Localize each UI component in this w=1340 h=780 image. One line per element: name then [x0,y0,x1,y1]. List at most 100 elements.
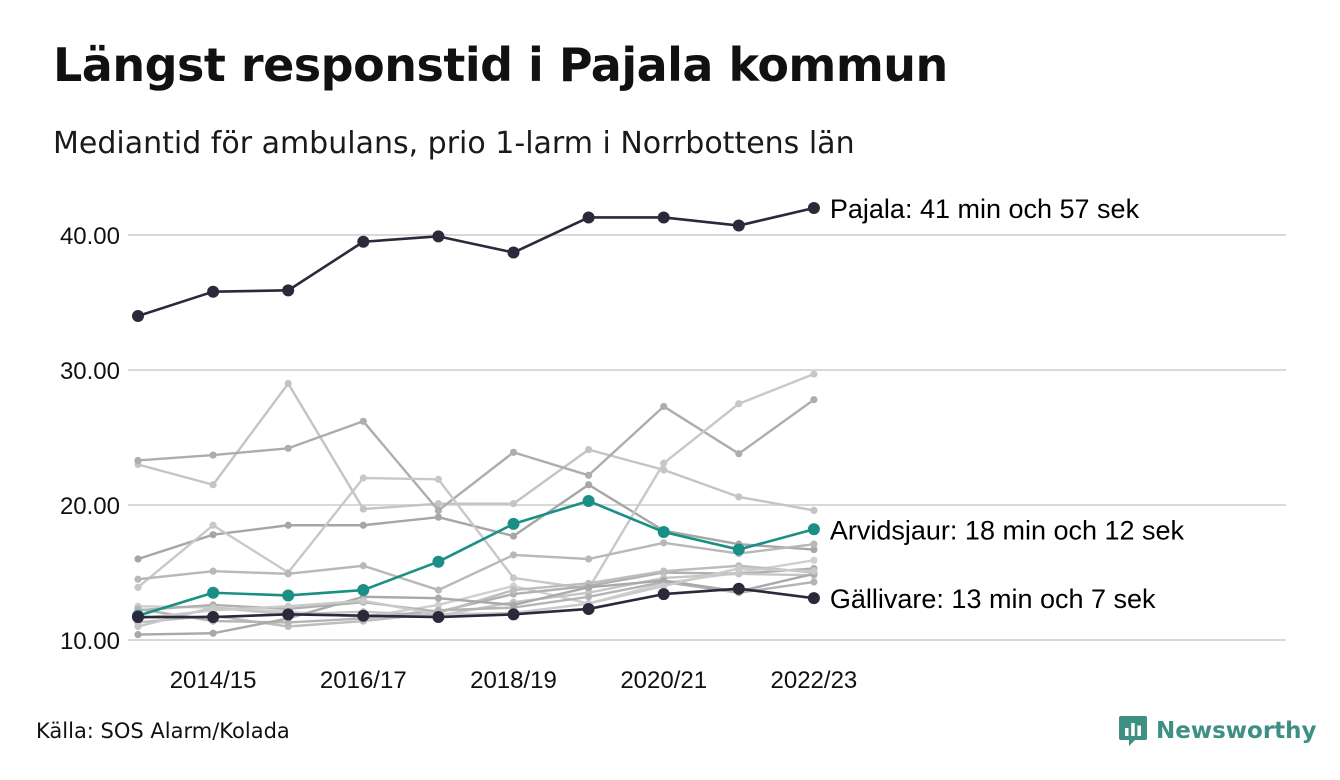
data-point [434,506,442,514]
series-end-label: Gällivare: 13 min och 7 sek [830,584,1156,614]
data-point [432,230,445,243]
data-point [582,494,595,507]
series-line [137,541,815,592]
series-arvidsjaur [132,494,820,622]
data-point [134,456,142,465]
data-point [207,611,220,624]
data-point [810,567,818,575]
data-point [359,562,367,570]
x-tick-label: 2022/23 [771,667,858,694]
series-line [137,398,815,512]
data-point [357,584,370,597]
source-note: Källa: SOS Alarm/Kolada [36,719,290,743]
data-point [735,400,743,408]
data-point [434,513,442,521]
data-point [807,523,820,536]
series-line [137,372,815,590]
data-point [434,601,442,609]
data-point [509,601,518,609]
data-point [807,592,820,605]
x-tick-label: 2014/15 [170,667,257,694]
data-point [810,540,818,548]
data-point [207,285,220,298]
series-pajala [132,202,820,322]
grid-lines [128,234,1286,641]
data-point [209,531,217,539]
data-point [657,211,670,224]
data-point [209,481,217,489]
data-point [732,582,745,595]
series-other [134,570,818,639]
series-end-label: Pajala: 41 min och 57 sek [830,194,1140,224]
data-point [432,611,445,624]
data-point [284,444,292,452]
data-point [209,629,217,637]
x-tick-label: 2020/21 [620,667,707,694]
series-end-label: Arvidsjaur: 18 min och 12 sek [830,515,1185,545]
data-point [509,532,518,540]
data-point [582,602,595,615]
data-point [585,555,593,563]
data-point [359,417,367,425]
brand-name: Newsworthy [1156,718,1317,744]
line-chart: 10.00 20.00 30.00 40.00 2014/15 2016/17 2018/… [60,194,1286,694]
data-point [359,474,367,482]
series-line [137,572,815,636]
data-point [359,505,367,513]
data-point [585,583,593,591]
data-point [134,575,142,583]
series-lines [132,202,820,639]
data-point [357,609,370,622]
data-point [509,500,518,508]
series-line [137,206,815,318]
data-point [507,517,520,530]
data-point [284,602,292,610]
data-point [810,578,818,586]
data-point [509,448,518,456]
data-point [284,570,292,578]
data-point [207,586,220,599]
x-tick-label: 2018/19 [470,667,557,694]
data-point [134,555,142,563]
newsworthy-logo-icon [1119,716,1147,746]
data-point [209,521,217,529]
y-tick-label: 10.00 [60,628,120,655]
chart-subtitle: Mediantid för ambulans, prio 1-larm i No… [53,126,855,161]
data-point [807,202,820,214]
data-point [284,379,292,388]
data-point [810,370,818,378]
data-point [660,539,668,547]
series-line [137,580,815,624]
series-line [137,382,815,512]
y-tick-label: 20.00 [60,493,120,520]
data-point [509,586,518,594]
data-point [209,451,217,459]
data-point [509,574,518,582]
data-point [660,459,668,467]
data-point [657,588,670,601]
data-point [582,211,595,224]
data-point [735,450,743,458]
data-point [434,586,442,594]
data-point [810,556,818,564]
y-tick-label: 40.00 [60,223,120,250]
data-point [359,521,367,529]
data-point [134,622,142,631]
data-point [507,246,520,259]
data-point [732,219,745,232]
data-point [284,521,292,529]
data-point [282,589,295,602]
series-line [137,567,814,620]
series-line [138,587,815,619]
data-point [585,471,593,479]
data-point [660,402,668,411]
y-tick-label: 30.00 [60,358,120,385]
data-point [585,446,593,454]
data-point [735,564,743,573]
data-point [735,493,743,501]
data-point [434,594,442,602]
data-point [357,235,370,248]
data-point [209,567,217,575]
data-point [657,526,670,538]
data-point [132,310,144,322]
